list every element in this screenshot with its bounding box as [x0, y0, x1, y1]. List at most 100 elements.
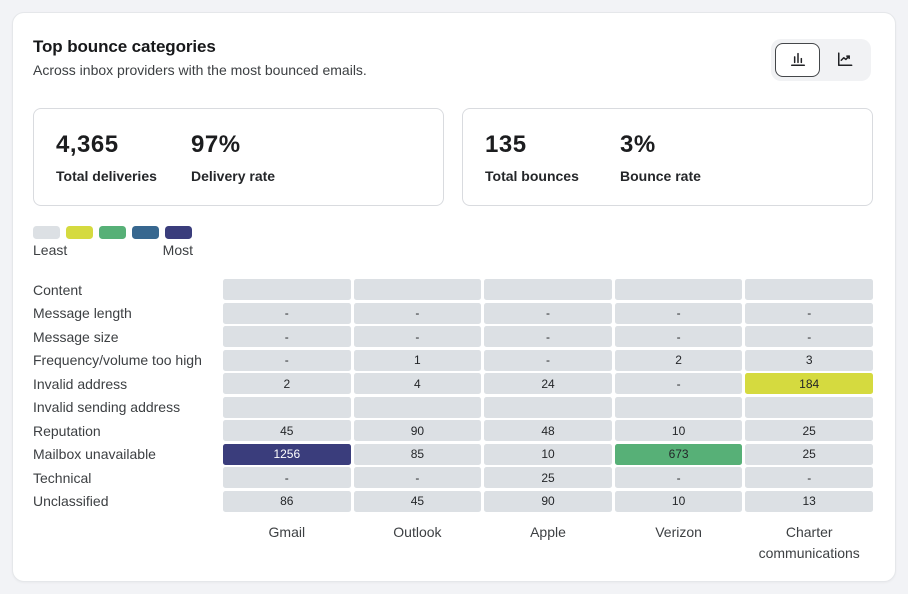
- heatmap-cell: 45: [353, 490, 482, 512]
- heatmap-cell: -: [484, 326, 612, 347]
- heatmap-cell: -: [745, 467, 873, 488]
- heatmap-cell: -: [745, 326, 873, 347]
- column-header: Outlook: [393, 524, 442, 540]
- total-deliveries-label: Total deliveries: [56, 167, 157, 184]
- heatmap-cell: [484, 396, 612, 418]
- heatmap-cell: 25: [745, 420, 873, 441]
- heatmap-cell: -: [223, 302, 351, 324]
- heatmap-row-label: Technical: [33, 469, 92, 486]
- total-bounces-label: Total bounces: [485, 167, 579, 184]
- heatmap-cell: 90: [353, 420, 482, 441]
- heatmap-row-label: Unclassified: [33, 493, 109, 509]
- heatmap-cell: [614, 279, 743, 300]
- heatmap-cell: 45: [223, 420, 351, 441]
- heatmap-row-label: Invalid address: [33, 375, 128, 392]
- heatmap-cell: [353, 279, 482, 300]
- legend-least-label: Least: [33, 242, 68, 258]
- heatmap-cell: 48: [484, 420, 612, 441]
- heatmap-cell: 10: [614, 420, 743, 441]
- heatmap-row-label: Content: [33, 281, 83, 298]
- heatmap-cell: -: [484, 349, 612, 371]
- delivery-rate-stat: 97% Delivery rate: [191, 131, 326, 184]
- heatmap-cell: 3: [745, 349, 873, 371]
- total-deliveries-stat: 4,365 Total deliveries: [56, 131, 191, 184]
- heatmap-row-label: Mailbox unavailable: [33, 446, 156, 462]
- legend-swatch-3: [132, 226, 159, 239]
- bar-chart-view-button[interactable]: [775, 43, 820, 77]
- heatmap-cell: -: [353, 467, 482, 488]
- delivery-rate-value: 97%: [191, 130, 241, 158]
- bounce-rate-stat: 3% Bounce rate: [620, 131, 755, 184]
- heatmap-cell: 184: [745, 373, 873, 394]
- legend-swatch-2: [99, 226, 126, 239]
- heatmap-cell: [484, 279, 612, 300]
- card-header-text: Top bounce categories Across inbox provi…: [33, 37, 367, 78]
- legend-most-label: Most: [162, 242, 193, 258]
- heatmap-cell: -: [614, 326, 743, 347]
- heatmap-cell: 24: [484, 373, 612, 394]
- heatmap-cell: -: [223, 349, 351, 371]
- legend-labels: Least Most: [33, 242, 193, 258]
- chart-view-toggle: [771, 39, 871, 81]
- stats-row: 4,365 Total deliveries 97% Delivery rate…: [33, 108, 873, 206]
- total-bounces-value: 135: [485, 130, 527, 158]
- page-title: Top bounce categories: [33, 37, 216, 56]
- column-header: Gmail: [268, 524, 306, 540]
- heatmap-cell: 85: [353, 443, 482, 465]
- heatmap-cell: 1: [353, 349, 482, 371]
- heatmap-cell: [223, 279, 351, 300]
- heatmap-cell: -: [614, 373, 743, 394]
- legend-swatch-0: [33, 226, 60, 239]
- heatmap-cell: [353, 396, 482, 418]
- heatmap-cell: -: [484, 302, 612, 324]
- heatmap-cell: -: [614, 302, 743, 324]
- bounces-stat-card: 135 Total bounces 3% Bounce rate: [462, 108, 873, 206]
- legend-swatch-4: [165, 226, 192, 239]
- heatmap-cell: 4: [353, 373, 482, 394]
- heatmap-row-label: Message size: [33, 328, 119, 345]
- heatmap-cell: -: [353, 326, 482, 347]
- heatmap-row-label: Reputation: [33, 422, 101, 439]
- line-chart-view-button[interactable]: [822, 43, 867, 77]
- heatmap-cell: 673: [614, 443, 743, 465]
- bar-chart-icon: [788, 49, 808, 72]
- bounce-heatmap: Content Message length - - - - - Message size - -…: [33, 279, 873, 564]
- column-header: Charter communications: [758, 524, 860, 561]
- heatmap-cell: -: [223, 467, 351, 488]
- heatmap-row-label: Message length: [33, 305, 132, 321]
- heatmap-cell: 2: [614, 349, 743, 371]
- card-subtitle: Across inbox providers with the most bou…: [33, 62, 367, 78]
- heatmap-cell: 25: [484, 467, 612, 488]
- heatmap-cell: 10: [484, 443, 612, 465]
- heatmap-cell: [614, 396, 743, 418]
- top-bounce-categories-card: Top bounce categories Across inbox provi…: [12, 12, 896, 582]
- heatmap-cell: 90: [484, 490, 612, 512]
- heatmap-cell: 1256: [223, 443, 351, 465]
- heatmap-cell: [223, 396, 351, 418]
- bounce-rate-label: Bounce rate: [620, 167, 701, 184]
- heatmap-cell: -: [614, 467, 743, 488]
- heatmap-cell: -: [223, 326, 351, 347]
- legend-swatches: [33, 226, 193, 239]
- heatmap-row-label: Frequency/volume too high: [33, 352, 202, 368]
- heatmap-legend: Least Most: [33, 226, 193, 258]
- heatmap-cell: 10: [614, 490, 743, 512]
- total-deliveries-value: 4,365: [56, 130, 119, 158]
- heatmap-row-label: Invalid sending address: [33, 399, 181, 415]
- heatmap-cell: [745, 396, 873, 418]
- heatmap-cell: -: [745, 302, 873, 324]
- heatmap-cell: -: [353, 302, 482, 324]
- heatmap-cell: 13: [745, 490, 873, 512]
- bounce-rate-value: 3%: [620, 130, 656, 158]
- heatmap-cell: 25: [745, 443, 873, 465]
- total-bounces-stat: 135 Total bounces: [485, 131, 620, 184]
- line-chart-icon: [835, 49, 855, 72]
- card-header: Top bounce categories Across inbox provi…: [33, 37, 873, 81]
- heatmap-cell: 86: [223, 490, 351, 512]
- heatmap-cell: [745, 279, 873, 300]
- legend-swatch-1: [66, 226, 93, 239]
- deliveries-stat-card: 4,365 Total deliveries 97% Delivery rate: [33, 108, 444, 206]
- delivery-rate-label: Delivery rate: [191, 167, 276, 184]
- column-header: Verizon: [655, 524, 702, 540]
- column-header: Apple: [530, 524, 566, 540]
